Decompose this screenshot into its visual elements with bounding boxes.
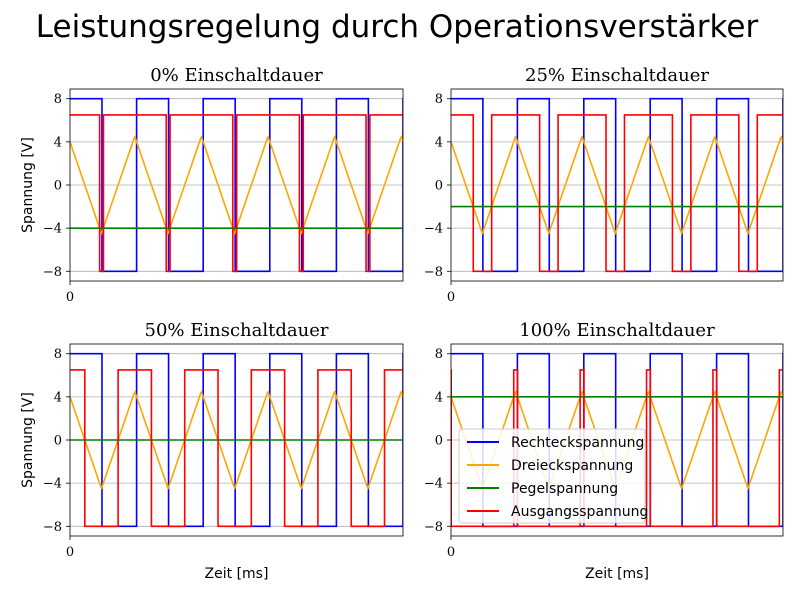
y-tick-label: 0 [54,434,62,449]
legend: Rechteckspannung Dreieckspannung Pegelspan… [458,428,648,524]
y-tick-label: −8 [424,265,443,280]
y-tick-label: −8 [43,265,62,280]
y-tick-label: −8 [424,520,443,535]
subplot-3: 8 4 0 −4 −8 0 50% Einschaltdauer Spannung [V] Ze… [20,320,404,582]
series-ausgangsspannung [70,114,403,273]
y-tick-label: 8 [435,92,443,107]
y-tick-label: −4 [43,477,62,492]
plot-area [70,352,403,528]
y-axis-label: Spannung [V] [20,137,36,233]
legend-box [458,428,646,524]
x-tick-label: 0 [66,290,74,305]
x-tick-label: 0 [447,545,455,560]
legend-label: Pegelspannung [511,481,618,497]
subplot-2: 8 4 0 −4 −8 0 25% Einschaltdauer [424,65,784,305]
x-tick-label: 0 [447,290,455,305]
y-tick-label: 8 [435,347,443,362]
series-ausgangsspannung [451,114,783,273]
series-dreieckspannung [451,135,783,235]
y-tick-label: −8 [43,520,62,535]
series-dreieckspannung [70,390,403,490]
subplot-1: 8 4 0 −4 −8 0 0% Einschaltdauer Spannung [V] [20,65,404,305]
axes-frame [69,88,404,282]
legend-label: Dreieckspannung [511,458,633,474]
y-tick-label: 0 [435,434,443,449]
y-tick-label: 4 [54,135,62,150]
y-tick-label: −4 [424,477,443,492]
y-tick-label: 4 [435,390,443,405]
y-tick-label: 8 [54,92,62,107]
plot-area [70,97,403,273]
x-axis-label: Zeit [ms] [205,566,269,582]
subplot-4: 8 4 0 −4 −8 0 100% Einschaltdauer Zeit [ms] Rech… [424,320,784,582]
y-axis-label: Spannung [V] [20,392,36,488]
subplot-title: 0% Einschaltdauer [150,65,323,86]
series-ausgangsspannung [70,369,403,528]
legend-label: Rechteckspannung [511,435,644,451]
x-axis-label: Zeit [ms] [585,566,649,582]
y-tick-label: 4 [435,135,443,150]
plot-area [451,97,783,273]
y-tick-label: −4 [424,222,443,237]
y-tick-label: 0 [54,179,62,194]
axes-frame [69,343,404,537]
y-tick-label: 4 [54,390,62,405]
subplot-title: 50% Einschaltdauer [145,320,329,341]
y-tick-label: 8 [54,347,62,362]
axes-frame [450,343,784,537]
x-tick-label: 0 [66,545,74,560]
axes-frame [450,88,784,282]
subplot-title: 100% Einschaltdauer [519,320,715,341]
subplot-title: 25% Einschaltdauer [525,65,709,86]
y-tick-label: −4 [43,222,62,237]
legend-label: Ausgangsspannung [511,504,648,520]
figure-title: Leistungsregelung durch Operationsverstä… [36,9,759,45]
y-tick-label: 0 [435,179,443,194]
